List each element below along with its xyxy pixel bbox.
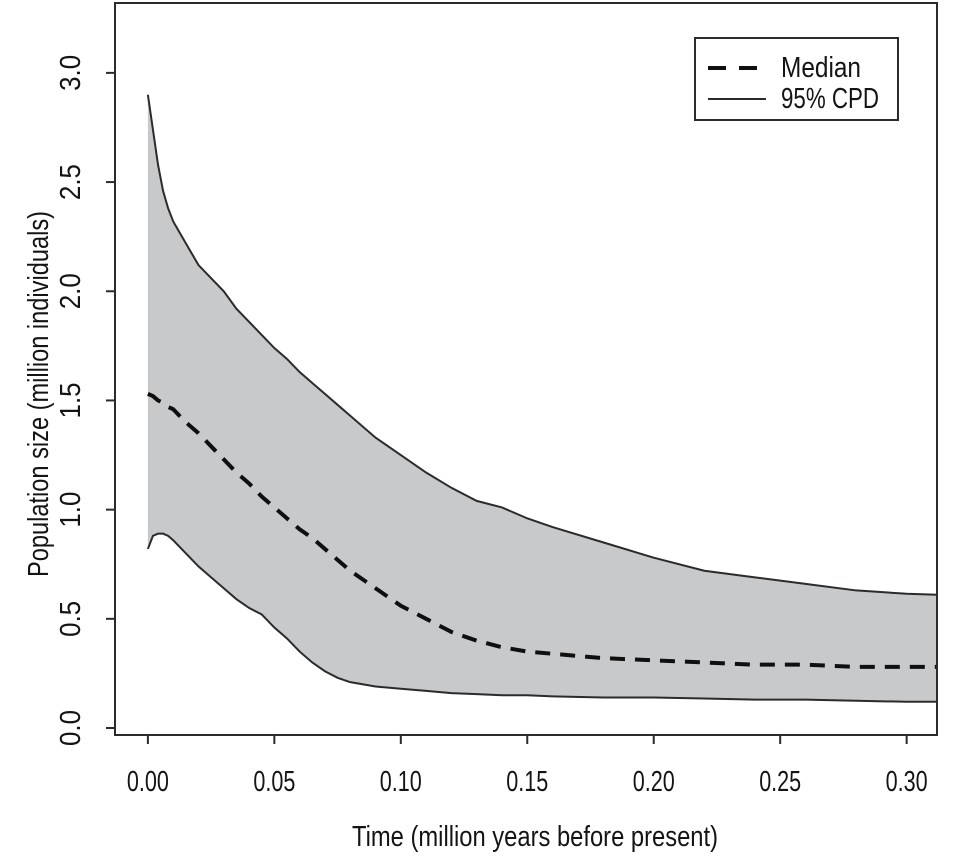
median-line (147, 392, 937, 669)
cpd-band (147, 94, 937, 702)
legend-label-median: Median (781, 52, 861, 84)
x-tick-label: 0.30 (886, 766, 928, 798)
y-tick-label: 2.0 (55, 273, 87, 309)
line-layer (146, 94, 938, 703)
legend-box (694, 37, 899, 121)
x-axis-title: Time (million years before present) (352, 821, 718, 853)
x-axis-ticks: 0.00 0.05 0.10 0.15 0.20 0.25 0.30 (127, 735, 928, 798)
cpd-upper-line (146, 94, 938, 596)
x-tick-label: 0.15 (506, 766, 548, 798)
x-tick-label: 0.00 (127, 766, 169, 798)
y-tick-label: 2.5 (55, 164, 87, 200)
plot-border (114, 2, 938, 736)
cpd-lower-line (146, 532, 937, 703)
legend: Median 95% CPD (694, 37, 899, 121)
y-tick-label: 3.0 (55, 55, 87, 91)
x-tick-label: 0.10 (380, 766, 422, 798)
y-tick-label: 1.0 (55, 492, 87, 528)
y-tick-label: 0.5 (55, 601, 87, 637)
band-layer (147, 94, 937, 702)
y-axis-ticks: 0.0 0.5 1.0 1.5 2.0 2.5 3.0 (55, 55, 115, 746)
y-axis-title: Population size (million individuals) (23, 211, 55, 577)
x-tick-label: 0.20 (633, 766, 675, 798)
legend-label-cpd: 95% CPD (781, 83, 879, 115)
y-tick-label: 1.5 (55, 382, 87, 418)
x-tick-label: 0.25 (759, 766, 801, 798)
y-tick-label: 0.0 (55, 710, 87, 746)
x-tick-label: 0.05 (253, 766, 295, 798)
